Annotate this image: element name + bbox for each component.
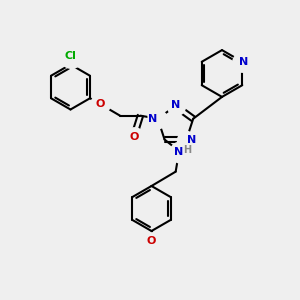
Text: N: N bbox=[239, 57, 248, 67]
Text: O: O bbox=[129, 132, 139, 142]
Text: N: N bbox=[171, 100, 180, 110]
Text: Cl: Cl bbox=[64, 51, 76, 61]
Text: O: O bbox=[147, 236, 156, 247]
Text: N: N bbox=[148, 114, 157, 124]
Text: N: N bbox=[174, 147, 183, 157]
Text: H: H bbox=[184, 145, 192, 155]
Text: O: O bbox=[96, 99, 105, 109]
Text: N: N bbox=[187, 134, 196, 145]
